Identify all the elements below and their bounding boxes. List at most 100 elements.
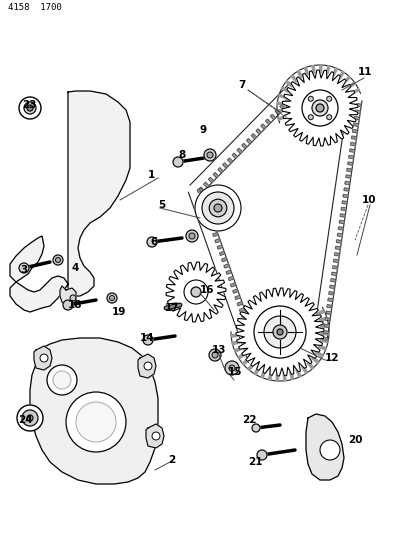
Polygon shape — [344, 188, 349, 191]
Polygon shape — [328, 298, 333, 302]
Circle shape — [19, 97, 41, 119]
Polygon shape — [353, 123, 359, 126]
Text: 17: 17 — [165, 303, 180, 313]
Text: 4158  1700: 4158 1700 — [8, 3, 62, 12]
Circle shape — [184, 280, 208, 304]
Circle shape — [212, 352, 218, 358]
Polygon shape — [228, 277, 234, 280]
Circle shape — [207, 152, 213, 158]
Polygon shape — [342, 201, 347, 204]
Polygon shape — [261, 370, 266, 378]
Polygon shape — [10, 91, 130, 312]
Polygon shape — [204, 207, 209, 212]
Polygon shape — [277, 65, 360, 123]
Circle shape — [107, 293, 117, 303]
Polygon shape — [200, 195, 205, 199]
Polygon shape — [289, 95, 295, 100]
Polygon shape — [313, 99, 362, 341]
Polygon shape — [348, 82, 355, 88]
Polygon shape — [251, 340, 256, 344]
Polygon shape — [296, 369, 301, 377]
Circle shape — [76, 402, 116, 442]
Polygon shape — [261, 124, 266, 130]
Polygon shape — [202, 201, 207, 205]
Circle shape — [302, 90, 338, 126]
Polygon shape — [318, 345, 326, 350]
Circle shape — [308, 96, 313, 101]
Circle shape — [327, 96, 332, 101]
Circle shape — [252, 424, 260, 432]
Polygon shape — [280, 104, 285, 110]
Text: 6: 6 — [150, 237, 157, 247]
Polygon shape — [356, 103, 361, 107]
Polygon shape — [246, 327, 252, 331]
Polygon shape — [343, 195, 348, 198]
Circle shape — [27, 105, 33, 111]
Polygon shape — [276, 373, 279, 381]
Polygon shape — [321, 325, 329, 328]
Text: 22: 22 — [242, 415, 257, 425]
Polygon shape — [297, 70, 303, 78]
Polygon shape — [271, 114, 276, 119]
Polygon shape — [332, 272, 337, 276]
Polygon shape — [348, 162, 353, 165]
Polygon shape — [283, 373, 286, 381]
Polygon shape — [322, 337, 327, 341]
Polygon shape — [285, 100, 290, 105]
Text: 18: 18 — [68, 300, 82, 310]
Polygon shape — [238, 353, 246, 359]
Polygon shape — [251, 134, 257, 139]
Polygon shape — [231, 334, 239, 337]
Polygon shape — [253, 346, 258, 350]
Polygon shape — [242, 358, 250, 365]
Circle shape — [24, 102, 36, 114]
Circle shape — [147, 237, 157, 247]
Polygon shape — [188, 188, 262, 362]
Text: 7: 7 — [238, 80, 245, 90]
Text: 23: 23 — [22, 100, 36, 110]
Circle shape — [327, 115, 332, 120]
Polygon shape — [282, 87, 289, 92]
Circle shape — [209, 199, 227, 217]
Polygon shape — [335, 246, 341, 249]
Circle shape — [19, 263, 29, 273]
Polygon shape — [338, 227, 344, 230]
Polygon shape — [278, 116, 286, 120]
Text: 9: 9 — [200, 125, 207, 135]
Polygon shape — [339, 71, 344, 79]
Text: 3: 3 — [20, 265, 27, 275]
Polygon shape — [354, 117, 359, 120]
Circle shape — [109, 295, 115, 301]
Circle shape — [312, 100, 328, 116]
Polygon shape — [319, 317, 327, 321]
Polygon shape — [218, 168, 223, 173]
Circle shape — [53, 371, 71, 389]
Polygon shape — [333, 266, 338, 269]
Circle shape — [17, 405, 43, 431]
Polygon shape — [321, 333, 329, 335]
Circle shape — [264, 316, 296, 348]
Polygon shape — [307, 362, 314, 369]
Polygon shape — [294, 90, 299, 95]
Text: 20: 20 — [348, 435, 362, 445]
Polygon shape — [268, 372, 272, 380]
Polygon shape — [211, 226, 216, 230]
Circle shape — [191, 287, 201, 297]
Polygon shape — [341, 207, 346, 211]
Circle shape — [273, 325, 287, 339]
Polygon shape — [197, 188, 203, 192]
Polygon shape — [291, 75, 297, 82]
Circle shape — [320, 440, 340, 460]
Polygon shape — [224, 264, 229, 268]
Polygon shape — [236, 288, 324, 376]
Polygon shape — [239, 308, 245, 312]
Polygon shape — [217, 245, 223, 249]
Circle shape — [55, 257, 60, 262]
Circle shape — [214, 204, 222, 212]
Polygon shape — [326, 66, 330, 74]
Polygon shape — [337, 233, 343, 237]
Polygon shape — [242, 314, 247, 318]
Polygon shape — [277, 110, 285, 112]
Polygon shape — [315, 351, 323, 357]
Polygon shape — [331, 279, 336, 282]
